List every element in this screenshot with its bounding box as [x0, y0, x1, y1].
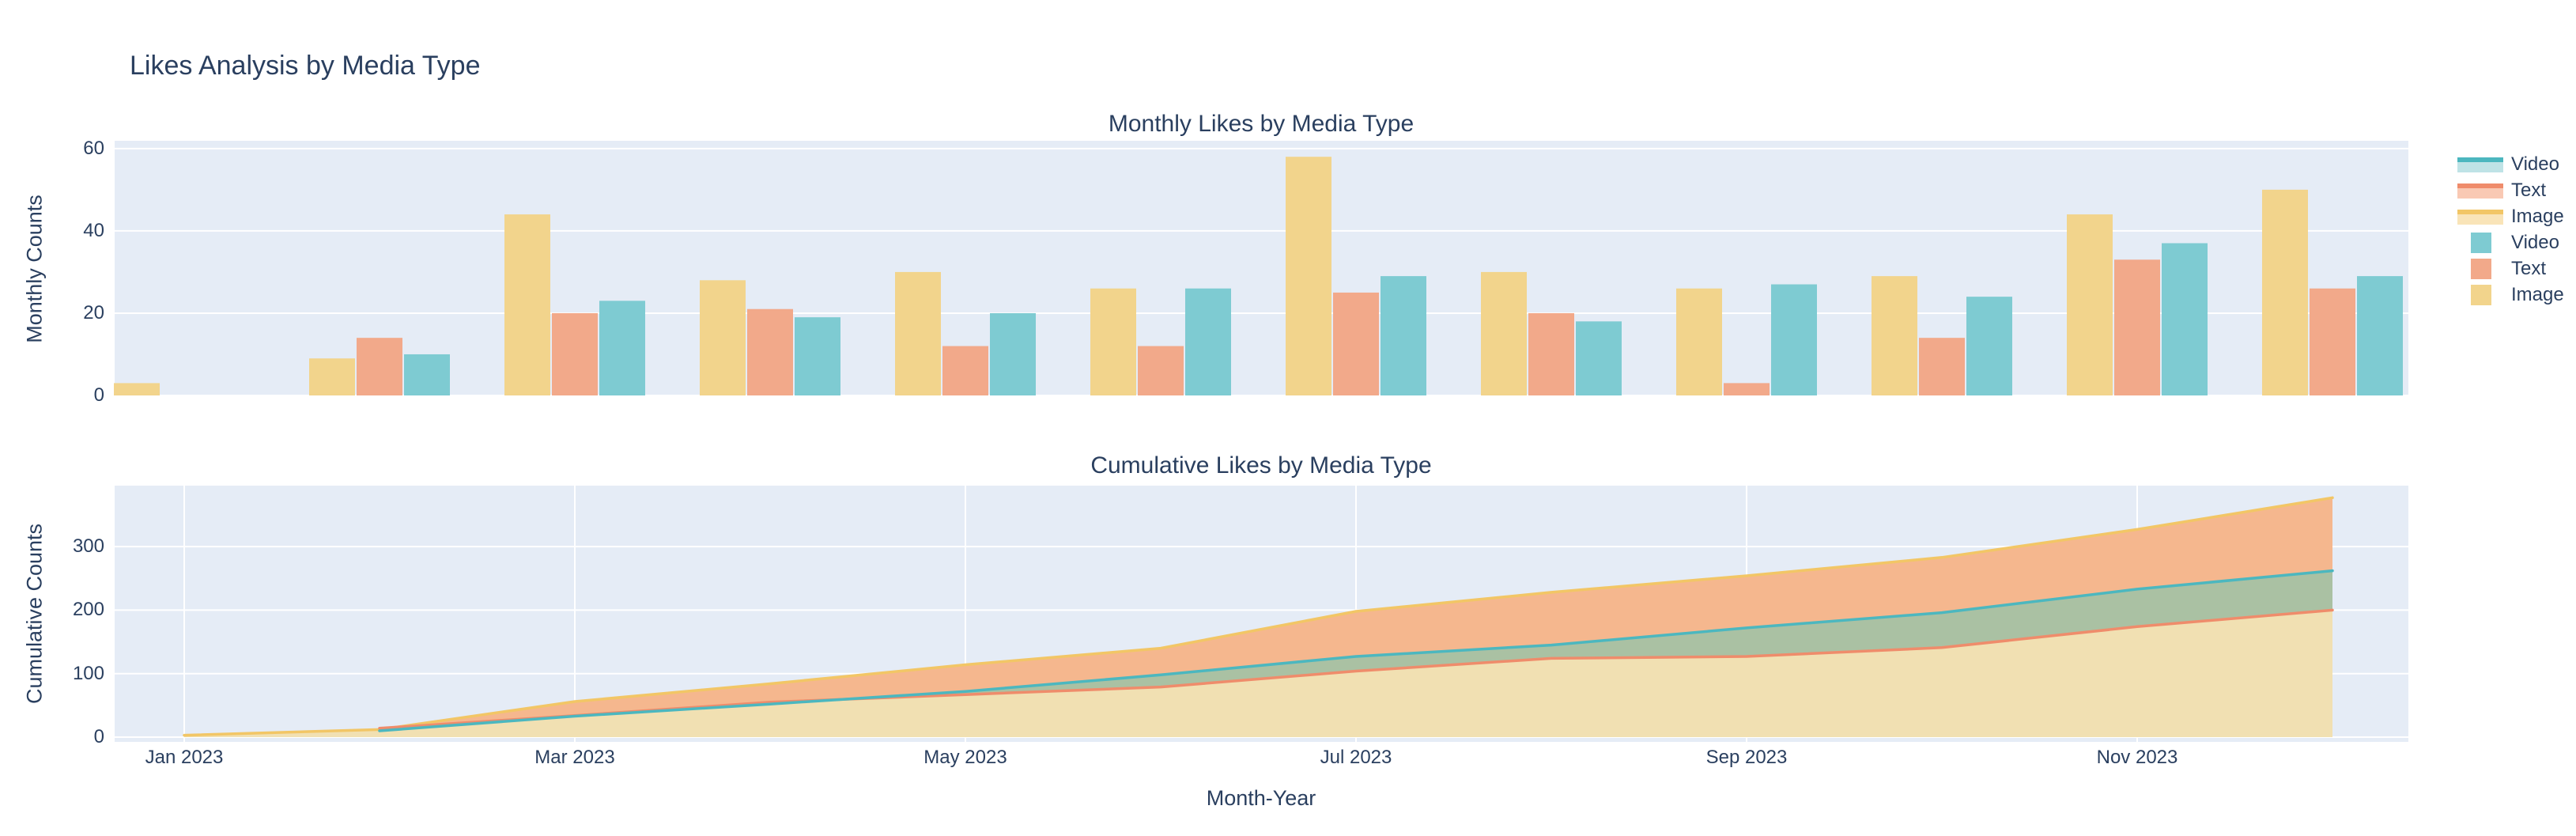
legend-item-swatch-text[interactable]: Text: [2454, 256, 2576, 282]
bar-video-3: [795, 317, 840, 395]
legend-line-swatch: [2457, 157, 2503, 172]
xtick-Nov-2023: Nov 2023: [2096, 747, 2178, 768]
bar-video-7: [1576, 321, 1622, 395]
bar-text-2: [552, 312, 598, 395]
bar-text-8: [1724, 383, 1770, 395]
legend-label: Video: [2511, 232, 2559, 253]
area-line-text: [378, 608, 2334, 730]
area-ytick-100: 100: [72, 662, 104, 684]
bar-image-11: [2262, 189, 2308, 395]
area-ytick-300: 300: [72, 535, 104, 558]
bar-video-2: [599, 301, 645, 395]
bar-chart-y-axis-title: Monthly Counts: [22, 195, 47, 343]
bar-text-3: [747, 308, 793, 395]
bar-video-8: [1771, 284, 1817, 395]
legend-square-swatch: [2471, 259, 2491, 279]
xtick-Mar-2023: Mar 2023: [534, 747, 615, 768]
bar-video-9: [1966, 297, 2012, 395]
area-chart-title: Cumulative Likes by Media Type: [1090, 452, 1432, 479]
bar-text-1: [357, 338, 402, 395]
legend-label: Text: [2511, 258, 2547, 279]
area-line-video: [378, 569, 2334, 732]
bar-image-0: [114, 383, 160, 395]
bar-text-11: [2310, 288, 2355, 395]
bar-video-1: [404, 354, 450, 395]
bar-video-10: [2162, 243, 2208, 395]
xtick-Jan-2023: Jan 2023: [145, 747, 224, 768]
bar-video-4: [990, 312, 1036, 395]
bar-video-5: [1185, 288, 1231, 395]
bar-ytick-60: 60: [83, 137, 104, 159]
legend-item-swatch-image[interactable]: Image: [2454, 282, 2576, 308]
bar-text-7: [1528, 312, 1574, 395]
legend-item-line-video[interactable]: Video: [2454, 152, 2576, 178]
xtick-Jul-2023: Jul 2023: [1320, 747, 1392, 768]
bar-plot-background: [115, 141, 2408, 395]
bar-image-1: [309, 358, 355, 395]
xtick-May-2023: May 2023: [924, 747, 1007, 768]
bar-text-6: [1333, 292, 1379, 395]
bar-video-11: [2357, 276, 2403, 395]
bar-ytick-20: 20: [83, 301, 104, 323]
legend-label: Image: [2511, 284, 2564, 305]
bar-image-3: [700, 280, 746, 395]
bar-image-9: [1872, 276, 1917, 395]
legend-square-swatch: [2471, 285, 2491, 305]
area-chart-y-axis-title: Cumulative Counts: [22, 523, 47, 705]
bar-image-4: [895, 271, 941, 395]
figure-title: Likes Analysis by Media Type: [130, 51, 481, 81]
bar-ytick-40: 40: [83, 219, 104, 241]
legend-item-swatch-video[interactable]: Video: [2454, 230, 2576, 256]
legend-item-line-text[interactable]: Text: [2454, 178, 2576, 204]
area-line-image: [183, 496, 2334, 737]
legend-label: Video: [2511, 153, 2559, 175]
area-ytick-0: 0: [93, 726, 104, 747]
bar-text-10: [2114, 259, 2160, 395]
bar-image-2: [504, 214, 550, 395]
bar-text-4: [942, 346, 988, 395]
legend-line-swatch: [2457, 210, 2503, 225]
bar-image-6: [1286, 157, 1331, 395]
legend-square-swatch: [2471, 233, 2491, 253]
area-fill-image: [184, 497, 2332, 737]
bar-text-5: [1138, 346, 1184, 395]
bar-image-10: [2067, 214, 2113, 395]
area-fill-text: [380, 497, 2332, 730]
bar-image-8: [1676, 288, 1722, 395]
legend-line-swatch: [2457, 183, 2503, 199]
bar-text-9: [1919, 338, 1965, 395]
area-ytick-200: 200: [72, 599, 104, 621]
bar-video-6: [1381, 276, 1426, 395]
xtick-Sep-2023: Sep 2023: [1705, 747, 1788, 768]
bar-chart-title: Monthly Likes by Media Type: [1108, 111, 1415, 137]
legend-label: Text: [2511, 180, 2547, 201]
bar-ytick-0: 0: [93, 384, 104, 406]
bar-image-7: [1481, 271, 1527, 395]
legend-label: Image: [2511, 206, 2564, 227]
legend-item-line-image[interactable]: Image: [2454, 204, 2576, 230]
bar-image-5: [1090, 288, 1136, 395]
x-axis-title: Month-Year: [1206, 786, 1316, 810]
